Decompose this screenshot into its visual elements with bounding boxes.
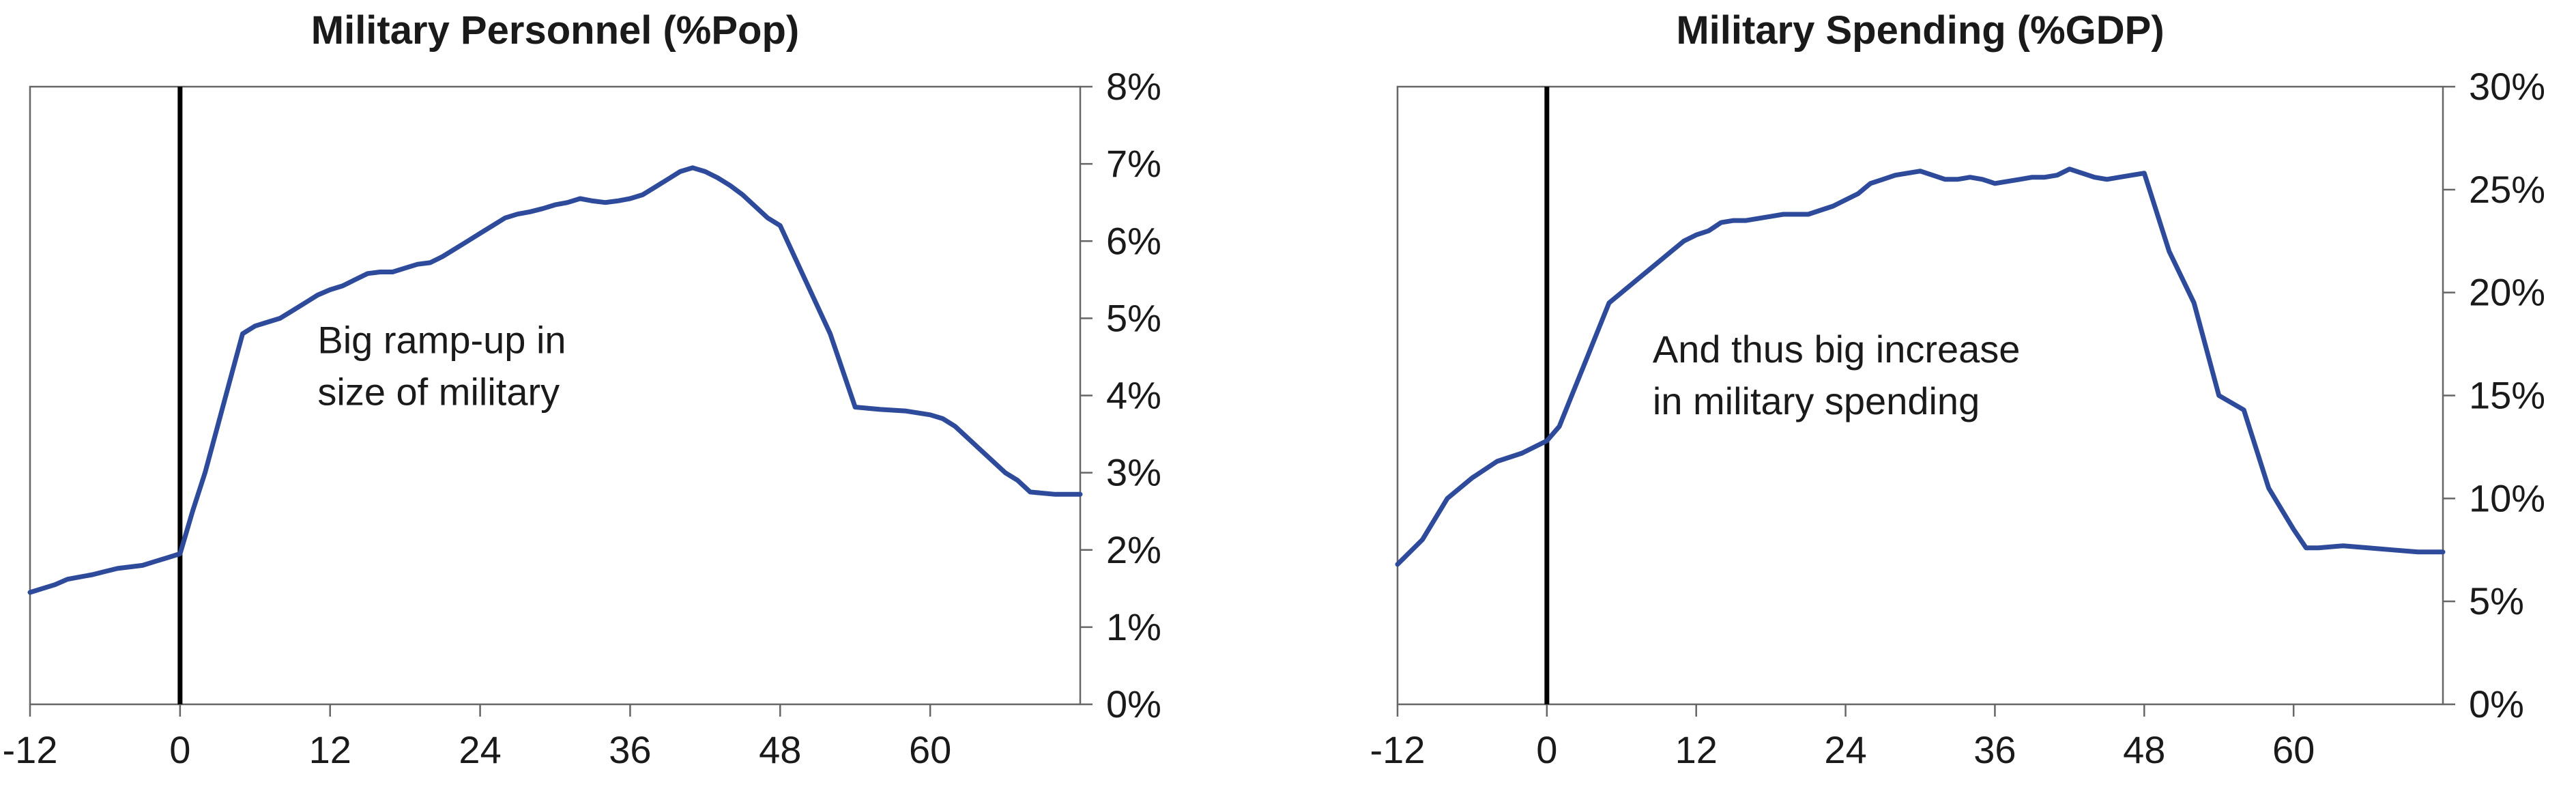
chart-military-personnel-svg: Military Personnel (%Pop) 0% 1% 2% 3% 4% 5% 6% 7… bbox=[3, 8, 1161, 771]
personnel-x-tick-label: -12 bbox=[3, 728, 58, 771]
personnel-annotation-line: Big ramp-up in bbox=[317, 318, 566, 361]
spending-y-tick-label: 25% bbox=[2469, 168, 2545, 211]
personnel-y-tick-label: 5% bbox=[1106, 296, 1161, 339]
personnel-x-tick-label: 24 bbox=[459, 728, 501, 771]
chart-military-spending-svg: Military Spending (%GDP) 0% 5% 10% 15% 20% 25%… bbox=[1370, 8, 2546, 771]
personnel-x-tick-label: 48 bbox=[759, 728, 801, 771]
personnel-y-tick-label: 6% bbox=[1106, 219, 1161, 262]
personnel-x-tick-label: 36 bbox=[609, 728, 651, 771]
spending-y-tick-label: 0% bbox=[2469, 682, 2524, 725]
personnel-title: Military Personnel (%Pop) bbox=[311, 8, 799, 53]
chart-military-spending: Military Spending (%GDP) 0% 5% 10% 15% 20% 25%… bbox=[1290, 0, 2576, 791]
spending-x-tick-label: 12 bbox=[1675, 728, 1718, 771]
spending-title: Military Spending (%GDP) bbox=[1676, 8, 2164, 53]
personnel-y-tick-label: 1% bbox=[1106, 605, 1161, 648]
spending-y-tick-label: 15% bbox=[2469, 374, 2545, 417]
spending-y-tick-label: 5% bbox=[2469, 579, 2524, 622]
personnel-annotation-line: size of military bbox=[317, 370, 560, 413]
personnel-y-tick-label: 8% bbox=[1106, 65, 1161, 108]
personnel-y-tick-label: 2% bbox=[1106, 528, 1161, 571]
personnel-x-tick-label: 12 bbox=[309, 728, 351, 771]
spending-annotation-line: And thus big increase bbox=[1653, 328, 2021, 371]
spending-y-tick-label: 30% bbox=[2469, 65, 2545, 108]
personnel-x-tick-label: 60 bbox=[909, 728, 951, 771]
spending-annotation-line: in military spending bbox=[1653, 379, 1980, 422]
personnel-y-tick-label: 4% bbox=[1106, 374, 1161, 417]
personnel-y-tick-label: 7% bbox=[1106, 142, 1161, 185]
spending-y-tick-label: 20% bbox=[2469, 271, 2545, 314]
spending-x-tick-label: 0 bbox=[1536, 728, 1557, 771]
spending-x-tick-label: 48 bbox=[2123, 728, 2165, 771]
spending-x-tick-label: 24 bbox=[1824, 728, 1866, 771]
spending-x-tick-label: 36 bbox=[1973, 728, 2016, 771]
personnel-x-tick-label: 0 bbox=[169, 728, 190, 771]
spending-x-tick-label: -12 bbox=[1370, 728, 1426, 771]
chart-military-personnel: Military Personnel (%Pop) 0% 1% 2% 3% 4% 5% 6% 7… bbox=[0, 0, 1256, 791]
personnel-y-tick-label: 3% bbox=[1106, 451, 1161, 494]
spending-series-line bbox=[1395, 167, 2446, 567]
spending-x-tick-label: 60 bbox=[2272, 728, 2315, 771]
spending-y-tick-label: 10% bbox=[2469, 476, 2545, 519]
personnel-series-line bbox=[27, 165, 1083, 595]
personnel-y-tick-label: 0% bbox=[1106, 682, 1161, 725]
